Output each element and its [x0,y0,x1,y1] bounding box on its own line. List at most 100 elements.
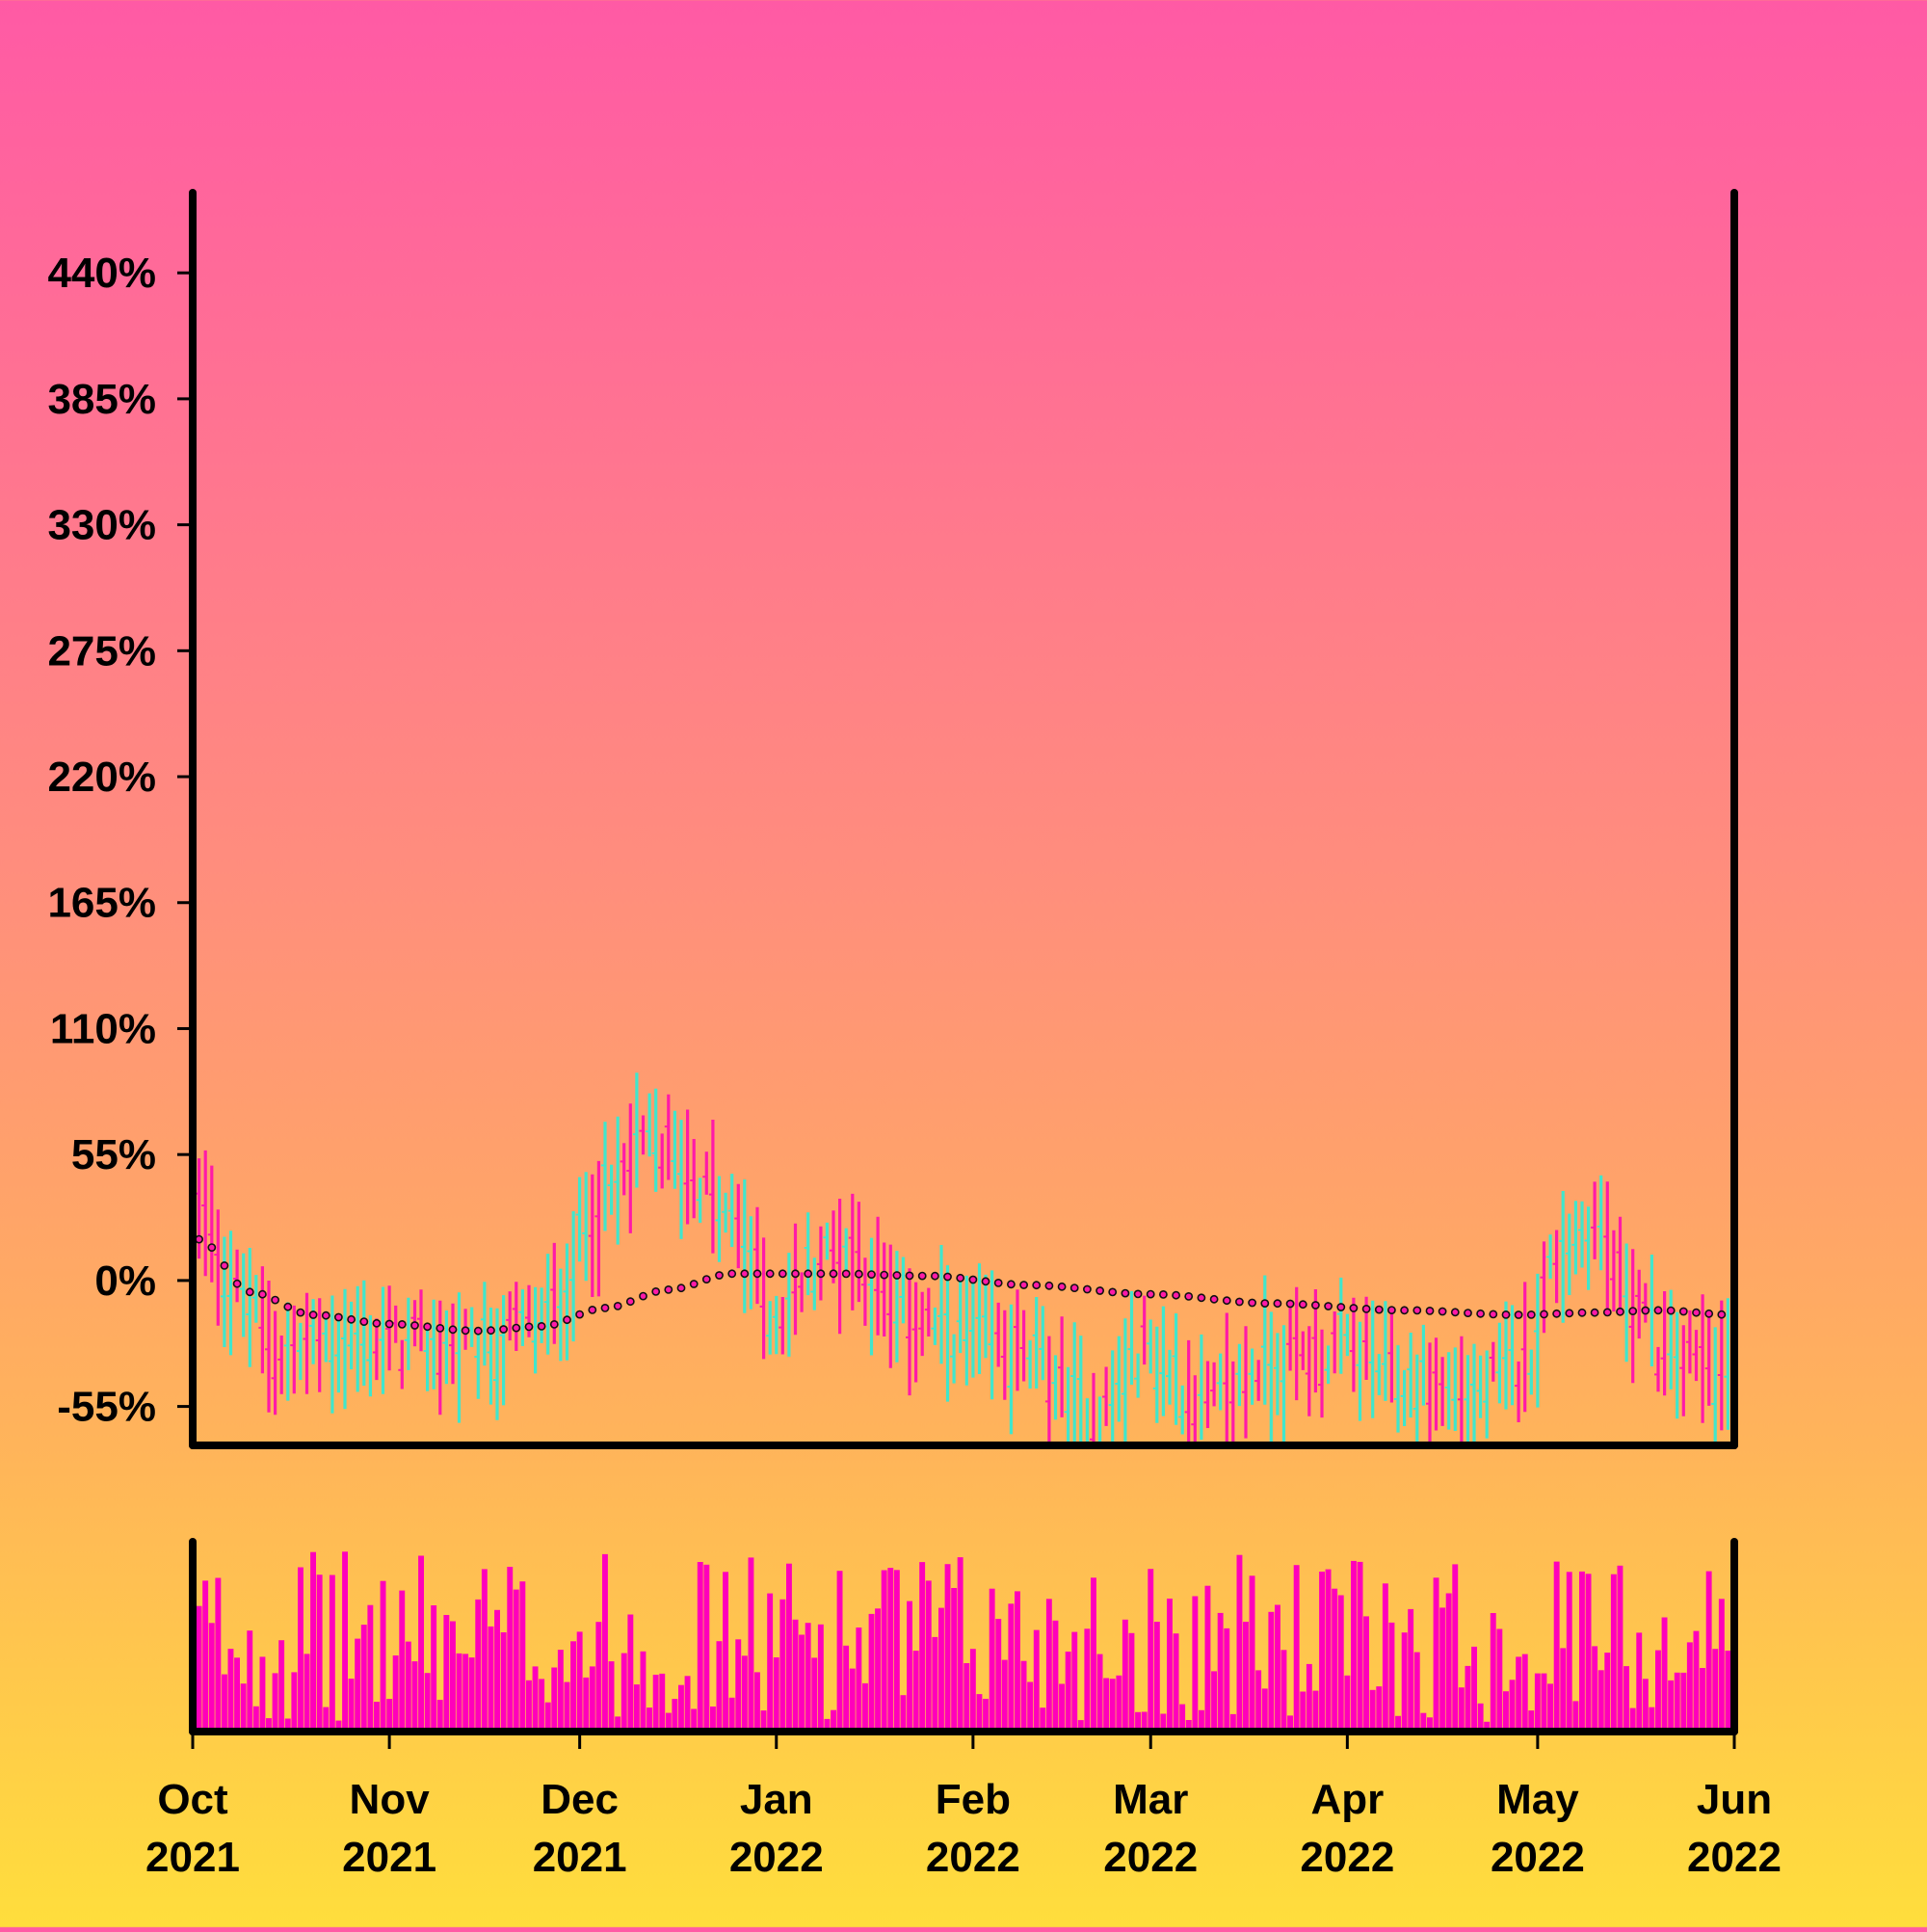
trend-point [524,1322,534,1332]
trend-point [1489,1310,1498,1319]
trend-point [1159,1290,1168,1299]
volume-bar [1091,1577,1096,1732]
volume-bar [907,1601,912,1732]
volume-bar [557,1650,564,1732]
volume-bar [684,1676,691,1732]
volume-bar [932,1636,938,1732]
volume-bar [494,1609,500,1732]
volume-bar [703,1564,710,1732]
volume-bar [367,1604,374,1732]
volume-bar [995,1619,1002,1732]
volume-bar [360,1625,367,1732]
volume-bar [849,1668,856,1732]
volume-bar [1458,1687,1465,1732]
volume-bar [1686,1642,1693,1732]
volume-bar [659,1673,666,1732]
volume-bar [278,1640,285,1732]
volume-bar [1718,1599,1725,1732]
volume-bar [627,1614,634,1732]
volume-bar [399,1590,406,1732]
trend-point [993,1279,1003,1287]
volume-bar [1059,1683,1065,1732]
trend-point [778,1269,787,1279]
volume-bar [925,1580,932,1732]
trend-point [1172,1290,1180,1300]
volume-bar [957,1557,964,1732]
volume-bar [767,1593,774,1732]
trend-point [1653,1306,1663,1315]
volume-bar [1027,1681,1034,1732]
trend-point [1616,1307,1624,1316]
volume-bar [1382,1583,1388,1732]
volume-bar [526,1680,532,1732]
trend-point [1514,1310,1523,1319]
volume-bar [710,1707,716,1732]
volume-bar [1516,1656,1522,1732]
volume-bar [1337,1595,1344,1732]
volume-bar [589,1666,595,1732]
trend-point [689,1280,699,1288]
trend-point [905,1271,914,1281]
trend-point [867,1270,876,1279]
volume-bar [989,1588,995,1732]
volume-bar [215,1577,222,1732]
trend-point [1450,1308,1460,1317]
trend-point [423,1322,432,1332]
volume-bar [1408,1608,1414,1732]
volume-bar [1122,1619,1128,1732]
trend-point [1057,1282,1067,1291]
trend-point [1349,1304,1359,1312]
y-tick-label: 440% [47,250,156,297]
volume-bar [1052,1620,1059,1732]
x-tick-year: 2022 [1687,1834,1782,1881]
x-tick-year: 2022 [1103,1834,1198,1881]
trend-point [308,1310,318,1319]
volume-bar [1224,1628,1230,1732]
trend-point [1552,1309,1561,1318]
trend-point [752,1269,762,1279]
trend-point [195,1234,203,1244]
trend-point [1298,1300,1307,1310]
volume-bar [1705,1571,1712,1732]
volume-bar [431,1605,437,1732]
x-tick-month: May [1496,1776,1579,1823]
trend-point [701,1275,711,1284]
x-tick-month: Nov [350,1776,431,1823]
volume-bar [576,1631,583,1732]
volume-bar [1015,1591,1020,1732]
volume-bar [1401,1632,1408,1732]
volume-bar [1439,1607,1446,1732]
volume-bar [843,1645,850,1732]
volume-bar [551,1667,558,1732]
axes-layer [177,189,1738,1749]
volume-bar [1084,1628,1091,1732]
trend-point [1692,1308,1701,1317]
trend-point [816,1269,826,1279]
trend-point [1678,1307,1688,1316]
x-tick-month: Feb [936,1776,1011,1823]
trend-point [1602,1308,1612,1317]
volume-bar [291,1672,298,1732]
volume-bar [1420,1712,1427,1732]
price-bars-layer [195,1072,1730,1445]
volume-bar [1661,1617,1668,1732]
trend-point [333,1312,343,1322]
trend-point [880,1270,889,1280]
volume-bar [1040,1707,1046,1732]
volume-bar [259,1656,266,1732]
volume-bar [450,1621,456,1732]
volume-bar [1700,1668,1705,1732]
volume-bar [1173,1633,1179,1732]
trend-point [1095,1286,1104,1295]
volume-bar [539,1679,545,1732]
trend-point [727,1269,737,1279]
volume-bar [1185,1720,1192,1732]
y-tick-label: 275% [47,627,156,675]
trend-point [321,1310,330,1320]
volume-bar [342,1551,348,1732]
x-tick-month: Jan [740,1776,813,1823]
volume-bar [1357,1561,1363,1732]
trend-point [1540,1310,1548,1319]
volume-bar [595,1622,602,1732]
trend-point [487,1326,495,1336]
